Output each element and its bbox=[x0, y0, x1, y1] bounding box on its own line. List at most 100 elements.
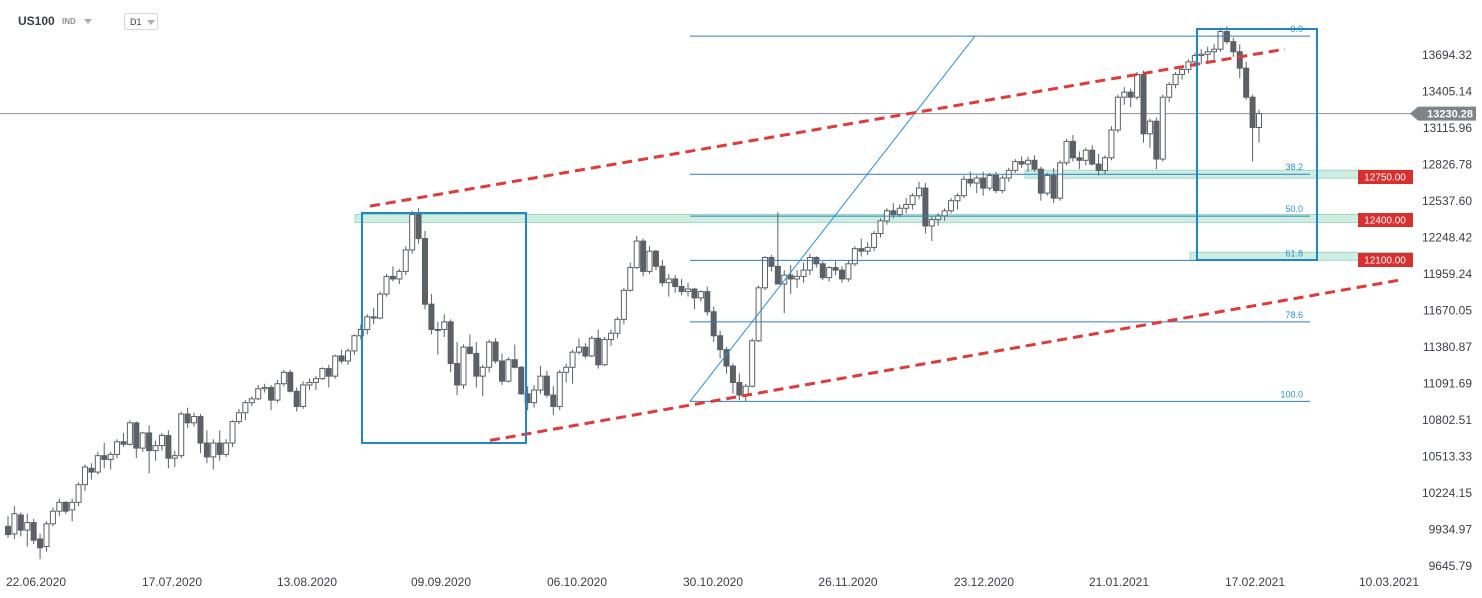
candle[interactable] bbox=[871, 230, 878, 252]
candle[interactable] bbox=[1031, 155, 1038, 172]
candle[interactable] bbox=[1076, 151, 1083, 170]
candle[interactable] bbox=[1082, 147, 1089, 166]
candle[interactable] bbox=[742, 383, 749, 402]
candle[interactable] bbox=[729, 363, 736, 394]
candle[interactable] bbox=[1063, 138, 1070, 166]
candle[interactable] bbox=[120, 432, 127, 447]
candle[interactable] bbox=[992, 171, 999, 194]
candle[interactable] bbox=[69, 498, 76, 522]
candle[interactable] bbox=[223, 439, 230, 457]
symbol-label[interactable]: US100 bbox=[18, 14, 55, 28]
candle[interactable] bbox=[49, 507, 56, 527]
candle[interactable] bbox=[5, 516, 11, 538]
candle[interactable] bbox=[1108, 126, 1115, 161]
candle[interactable] bbox=[1256, 109, 1262, 143]
candle[interactable] bbox=[396, 268, 403, 285]
candle[interactable] bbox=[210, 439, 217, 470]
candle[interactable] bbox=[986, 172, 993, 191]
candle[interactable] bbox=[1249, 94, 1256, 162]
candle[interactable] bbox=[338, 349, 345, 364]
candle[interactable] bbox=[903, 198, 910, 214]
candle[interactable] bbox=[261, 383, 268, 393]
candle[interactable] bbox=[126, 420, 133, 446]
candle[interactable] bbox=[1134, 71, 1141, 100]
candle[interactable] bbox=[107, 451, 114, 470]
candle[interactable] bbox=[1057, 160, 1064, 201]
candle[interactable] bbox=[203, 430, 210, 464]
candle[interactable] bbox=[1069, 135, 1076, 162]
candle[interactable] bbox=[1089, 145, 1096, 166]
candle[interactable] bbox=[518, 366, 525, 396]
candle[interactable] bbox=[973, 175, 980, 194]
candle[interactable] bbox=[531, 384, 538, 408]
candle[interactable] bbox=[569, 349, 576, 384]
candle[interactable] bbox=[1127, 88, 1134, 108]
candle[interactable] bbox=[896, 204, 903, 218]
candle[interactable] bbox=[94, 451, 101, 475]
candle[interactable] bbox=[1012, 159, 1019, 173]
candle[interactable] bbox=[268, 384, 275, 411]
candle[interactable] bbox=[383, 273, 390, 297]
candle[interactable] bbox=[980, 171, 987, 196]
candle[interactable] bbox=[1153, 117, 1160, 170]
candle[interactable] bbox=[768, 254, 775, 272]
candle[interactable] bbox=[357, 324, 364, 340]
candle[interactable] bbox=[537, 366, 544, 394]
candle[interactable] bbox=[819, 261, 826, 281]
candle[interactable] bbox=[447, 319, 454, 373]
candle[interactable] bbox=[723, 347, 730, 374]
candle[interactable] bbox=[364, 314, 371, 335]
candle[interactable] bbox=[466, 334, 473, 355]
candle[interactable] bbox=[1018, 156, 1025, 168]
candle[interactable] bbox=[633, 236, 640, 269]
candle[interactable] bbox=[1230, 37, 1237, 57]
candle[interactable] bbox=[11, 506, 18, 539]
candle[interactable] bbox=[909, 193, 916, 210]
candle[interactable] bbox=[43, 521, 50, 552]
candle[interactable] bbox=[191, 412, 198, 427]
candle[interactable] bbox=[1236, 44, 1243, 79]
candle[interactable] bbox=[171, 450, 178, 468]
candle[interactable] bbox=[774, 212, 781, 285]
symbol-dropdown-chevron-down-icon[interactable] bbox=[84, 19, 92, 24]
candle[interactable] bbox=[608, 329, 615, 346]
candle[interactable] bbox=[293, 387, 300, 412]
candle[interactable] bbox=[826, 266, 833, 282]
candle[interactable] bbox=[659, 260, 666, 287]
candle[interactable] bbox=[300, 381, 307, 409]
candle[interactable] bbox=[1121, 87, 1128, 105]
candle[interactable] bbox=[1044, 172, 1051, 196]
candle[interactable] bbox=[505, 357, 512, 383]
candle[interactable] bbox=[389, 266, 396, 282]
candle[interactable] bbox=[550, 386, 557, 416]
candle[interactable] bbox=[582, 343, 589, 359]
candle[interactable] bbox=[152, 440, 159, 461]
candle[interactable] bbox=[832, 261, 839, 276]
candle[interactable] bbox=[229, 420, 236, 447]
candle[interactable] bbox=[101, 443, 108, 469]
candle[interactable] bbox=[81, 464, 88, 491]
candle[interactable] bbox=[139, 431, 146, 452]
candle[interactable] bbox=[1025, 156, 1032, 172]
candle[interactable] bbox=[928, 215, 935, 242]
candle[interactable] bbox=[678, 278, 685, 296]
candle[interactable] bbox=[640, 238, 647, 277]
candle[interactable] bbox=[75, 482, 82, 507]
candle[interactable] bbox=[24, 513, 31, 547]
candle[interactable] bbox=[1102, 155, 1109, 175]
candle[interactable] bbox=[954, 193, 961, 210]
candle[interactable] bbox=[56, 498, 63, 517]
candle[interactable] bbox=[158, 432, 165, 451]
candle[interactable] bbox=[999, 175, 1006, 194]
candle[interactable] bbox=[242, 400, 249, 421]
candle[interactable] bbox=[345, 348, 352, 365]
candle[interactable] bbox=[915, 181, 922, 200]
candle[interactable] bbox=[575, 338, 582, 355]
candle[interactable] bbox=[620, 287, 627, 325]
candle[interactable] bbox=[794, 270, 801, 288]
candle[interactable] bbox=[787, 265, 794, 295]
candle[interactable] bbox=[1217, 29, 1224, 52]
timeframe-select[interactable]: D1 bbox=[124, 13, 158, 30]
candle[interactable] bbox=[402, 246, 409, 276]
candle[interactable] bbox=[595, 329, 602, 369]
